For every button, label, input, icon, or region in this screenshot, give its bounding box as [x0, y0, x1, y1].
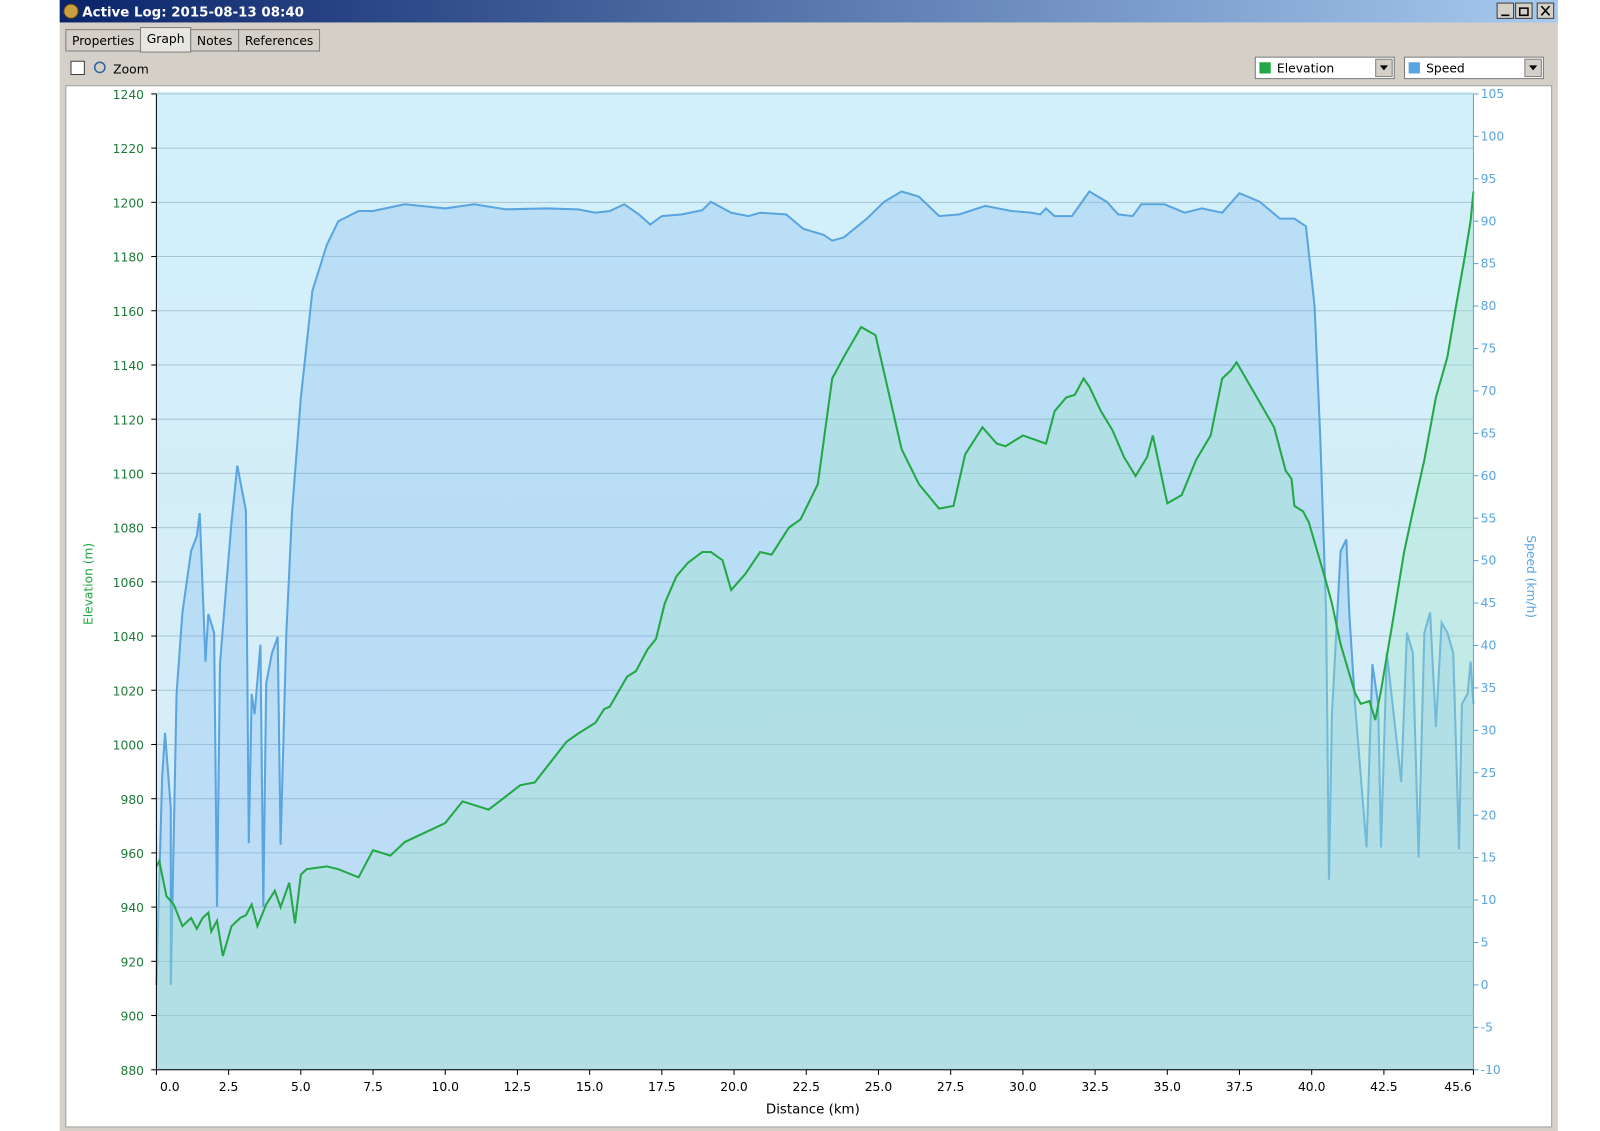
x-tick-label: 32.5 — [1081, 1080, 1108, 1094]
x-tick-label: 30.0 — [1009, 1080, 1036, 1094]
zoom-icon — [93, 61, 106, 74]
y-tick-label: 940 — [121, 901, 145, 915]
y2-tick-label: -10 — [1481, 1063, 1501, 1077]
tab-box[interactable] — [238, 29, 321, 52]
y2-tick-label: 20 — [1481, 808, 1497, 822]
y-axis-title: Elevation (m) — [82, 543, 96, 625]
y2-tick-label: 70 — [1481, 384, 1497, 398]
x-tick-label: 0.0 — [160, 1080, 180, 1094]
tab[interactable]: Graph — [140, 27, 192, 53]
y-tick-label: 1000 — [113, 739, 144, 753]
series-dropdown[interactable] — [1403, 56, 1544, 80]
y-tick-label: 1040 — [113, 630, 144, 644]
y2-tick-label: 85 — [1481, 257, 1497, 271]
y2-axis-title: Speed (km/h) — [1524, 535, 1538, 618]
legend-swatch — [1408, 62, 1420, 74]
y2-tick-label: 100 — [1481, 129, 1505, 143]
x-tick-label: 25.0 — [865, 1080, 892, 1094]
tab[interactable]: References — [238, 29, 321, 52]
tab[interactable]: Properties — [65, 29, 142, 52]
y2-tick-label: 30 — [1481, 723, 1497, 737]
zoom-checkbox[interactable] — [70, 60, 85, 76]
x-tick-label: 37.5 — [1226, 1080, 1253, 1094]
x-tick-label: 5.0 — [291, 1080, 311, 1094]
dropdown-arrow — [1529, 65, 1538, 71]
x-tick-label: 15.0 — [576, 1080, 603, 1094]
window-buttons[interactable] — [1496, 2, 1555, 19]
y-tick-label: 1200 — [113, 196, 144, 210]
x-tick-label: 22.5 — [793, 1080, 820, 1094]
y2-tick-label: 45 — [1481, 596, 1497, 610]
area-fill — [156, 191, 1474, 1070]
y2-tick-label: 15 — [1481, 851, 1497, 865]
y2-tick-label: 55 — [1481, 511, 1497, 525]
x-tick-label: 42.5 — [1370, 1080, 1397, 1094]
y2-tick-label: 0 — [1481, 978, 1489, 992]
x-tick-label: 20.0 — [720, 1080, 747, 1094]
x-tick-label: 40.0 — [1298, 1080, 1325, 1094]
zoom-label[interactable]: Zoom — [113, 63, 149, 77]
y-tick-label: 960 — [121, 847, 145, 861]
x-tick-label: 27.5 — [937, 1080, 964, 1094]
button-glyphs — [1501, 5, 1551, 17]
tab[interactable]: Notes — [190, 29, 240, 52]
tab-strip: Properties Graph Notes References — [65, 27, 321, 53]
window-title: Active Log: 2015-08-13 08:40 — [82, 5, 304, 20]
x-tick-label: 12.5 — [504, 1080, 531, 1094]
y2-tick-label: 40 — [1481, 639, 1497, 653]
x-axis-title: Distance (km) — [766, 1103, 860, 1118]
y-tick-label: 1160 — [113, 305, 144, 319]
x-tick-label: 35.0 — [1154, 1080, 1181, 1094]
y-tick-label: 1100 — [113, 468, 144, 482]
series-line — [155, 191, 1475, 957]
y2-tick-label: 105 — [1481, 87, 1505, 101]
tab-label[interactable]: Notes — [197, 34, 233, 48]
y-tick-label: 900 — [121, 1010, 145, 1024]
y2-tick-label: 60 — [1481, 469, 1497, 483]
x-tick-label: 7.5 — [363, 1080, 383, 1094]
dropdown-arrow — [1379, 65, 1389, 71]
app-icon — [63, 3, 79, 19]
x-tick-label: 10.0 — [431, 1080, 458, 1094]
y2-tick-label: 25 — [1481, 766, 1497, 780]
y-tick-label: 1020 — [113, 684, 144, 698]
y2-tick-label: 35 — [1481, 681, 1497, 695]
y-tick-label: 1060 — [113, 576, 144, 590]
chart: 8809009209409609801000102010401060108011… — [82, 87, 1538, 1118]
legend-label[interactable]: Elevation — [1277, 62, 1334, 76]
y2-tick-label: 5 — [1481, 936, 1489, 950]
legend-label[interactable]: Speed — [1426, 62, 1465, 76]
tab-label[interactable]: Graph — [147, 32, 185, 46]
y2-tick-label: -5 — [1481, 1020, 1493, 1034]
x-tick-label: 45.6 — [1444, 1080, 1472, 1094]
title-bar — [59, 0, 1558, 23]
y-tick-label: 1180 — [113, 251, 144, 265]
y2-tick-label: 80 — [1481, 299, 1497, 313]
y2-tick-label: 75 — [1481, 342, 1497, 356]
y-tick-label: 1080 — [113, 522, 144, 536]
legend: Elevation Speed — [1254, 56, 1544, 80]
y-tick-label: 1140 — [113, 359, 144, 373]
y-tick-label: 920 — [121, 955, 145, 969]
y2-tick-label: 50 — [1481, 554, 1497, 568]
y2-tick-label: 65 — [1481, 426, 1497, 440]
y-tick-label: 880 — [121, 1064, 145, 1078]
y-tick-label: 980 — [121, 793, 145, 807]
series-line — [155, 190, 1475, 985]
x-tick-label: 2.5 — [219, 1080, 239, 1094]
y-tick-label: 1220 — [113, 142, 144, 156]
y2-tick-label: 95 — [1481, 172, 1497, 186]
y-tick-label: 1120 — [113, 413, 144, 427]
y-tick-label: 1240 — [113, 88, 144, 102]
tab-label[interactable]: Properties — [72, 34, 134, 48]
x-tick-label: 17.5 — [648, 1080, 675, 1094]
tab-label[interactable]: References — [245, 34, 314, 48]
series-dropdown[interactable] — [1254, 56, 1395, 80]
legend-swatch — [1259, 62, 1271, 74]
y2-tick-label: 10 — [1481, 893, 1497, 907]
y2-tick-label: 90 — [1481, 214, 1497, 228]
area-fill — [156, 191, 1474, 1070]
